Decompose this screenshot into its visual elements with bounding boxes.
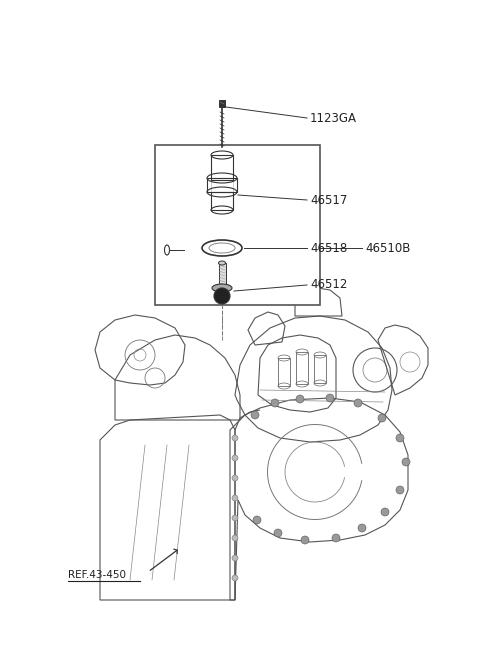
Circle shape <box>396 434 404 442</box>
Text: 46510B: 46510B <box>365 242 410 255</box>
Bar <box>314 355 326 383</box>
Ellipse shape <box>165 245 169 255</box>
Bar <box>278 358 290 386</box>
Circle shape <box>402 458 410 466</box>
Ellipse shape <box>218 261 226 265</box>
Circle shape <box>326 394 334 402</box>
Text: REF.43-450: REF.43-450 <box>68 570 126 580</box>
Circle shape <box>378 414 386 422</box>
Circle shape <box>232 495 238 501</box>
Bar <box>211 155 233 180</box>
Circle shape <box>274 529 282 537</box>
Circle shape <box>214 288 230 304</box>
Circle shape <box>271 399 279 407</box>
Circle shape <box>354 399 362 407</box>
Bar <box>211 192 233 210</box>
Circle shape <box>232 435 238 441</box>
Circle shape <box>232 575 238 581</box>
Text: 1123GA: 1123GA <box>310 111 357 124</box>
Circle shape <box>301 536 309 544</box>
Circle shape <box>232 475 238 481</box>
Bar <box>219 263 226 288</box>
Bar <box>207 178 237 192</box>
Circle shape <box>396 486 404 494</box>
Circle shape <box>381 508 389 516</box>
Circle shape <box>358 524 366 532</box>
Circle shape <box>253 516 261 524</box>
Circle shape <box>232 515 238 521</box>
Circle shape <box>232 555 238 561</box>
Circle shape <box>332 534 340 542</box>
Circle shape <box>296 395 304 403</box>
Circle shape <box>251 411 259 419</box>
Bar <box>155 145 320 305</box>
Bar <box>219 100 225 107</box>
Ellipse shape <box>209 243 235 253</box>
Bar <box>296 352 308 384</box>
Text: 46512: 46512 <box>310 278 348 291</box>
Ellipse shape <box>212 284 232 292</box>
Circle shape <box>232 455 238 461</box>
Text: 46518: 46518 <box>310 242 347 255</box>
Circle shape <box>232 535 238 541</box>
Text: 46517: 46517 <box>310 193 348 206</box>
